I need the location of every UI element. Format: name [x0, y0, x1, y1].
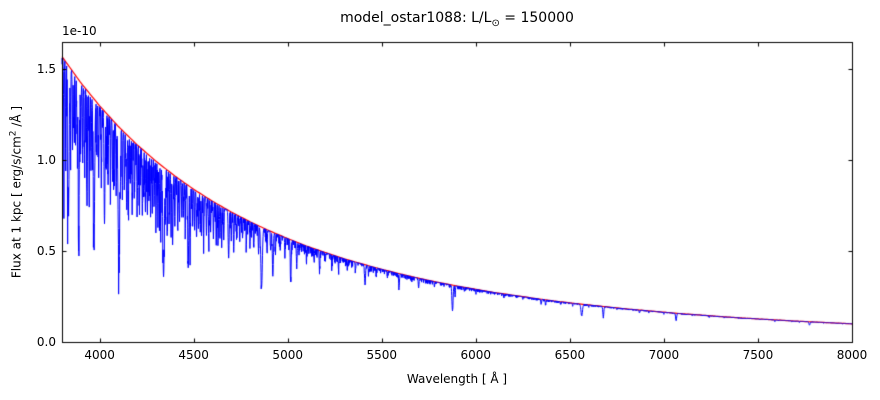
- y-tick-label: 1.5: [36, 62, 56, 77]
- chart-title-suffix: = 150000: [499, 10, 574, 26]
- x-tick-label: 4500: [178, 348, 209, 362]
- y-tick-label: 1.0: [36, 153, 56, 168]
- x-tick-label: 4000: [84, 348, 115, 362]
- x-tick-label: 7500: [742, 348, 774, 362]
- sun-symbol: ⊙: [491, 17, 500, 29]
- x-tick-label: 6500: [554, 348, 586, 362]
- y-tick-label: 0.5: [36, 244, 56, 259]
- x-axis-label: Wavelength [ Å ]: [406, 372, 508, 386]
- x-tick-label: 7000: [648, 348, 680, 362]
- chart-title-prefix: model_ostar1088: L/L: [340, 10, 492, 26]
- x-tick-label: 6000: [460, 348, 492, 362]
- chart-title: model_ostar1088: L/L⊙ = 150000: [62, 10, 852, 29]
- y-offset-label: 1e-10: [62, 24, 97, 38]
- y-axis-label-sup: 2: [8, 130, 19, 137]
- x-tick-label: 5000: [272, 348, 303, 362]
- y-tick-label: 0.0: [36, 335, 56, 349]
- y-axis-label-post: /Å ]: [9, 105, 24, 131]
- x-tick-label: 8000: [836, 348, 868, 362]
- x-tick-label: 5500: [366, 348, 398, 362]
